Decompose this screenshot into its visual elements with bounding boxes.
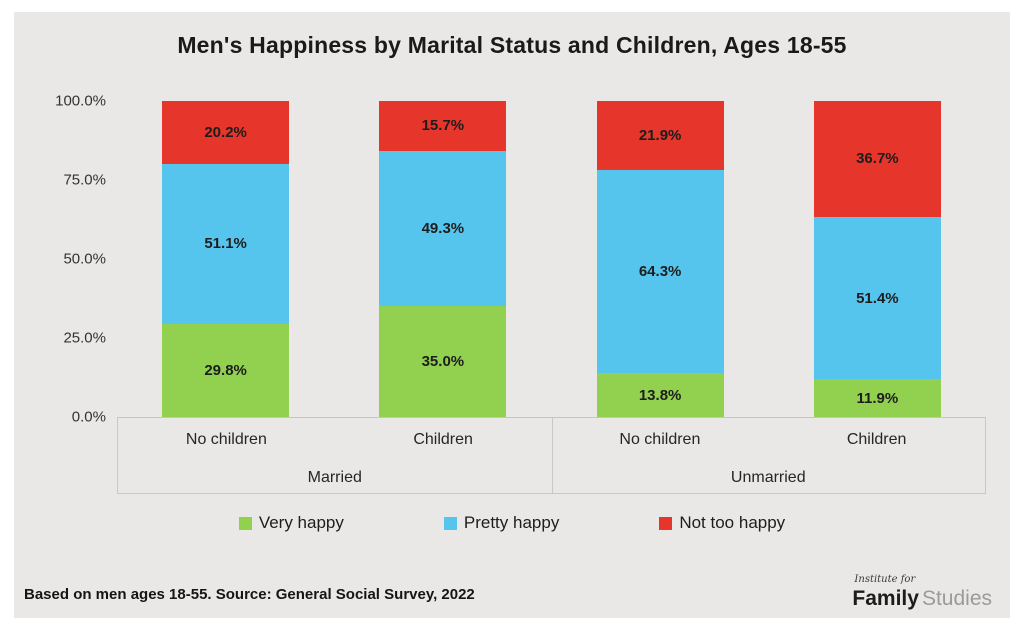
legend-label: Not too happy bbox=[679, 513, 786, 532]
legend-swatch-icon bbox=[659, 516, 673, 530]
bar-segment: 51.4% bbox=[813, 216, 941, 380]
bar-slot: 20.2% 51.1% 29.8% bbox=[117, 101, 334, 417]
y-tick-label: 75.0% bbox=[63, 171, 106, 189]
chart-panel: Men's Happiness by Marital Status and Ch… bbox=[14, 12, 1010, 618]
bar-slot: 21.9% 64.3% 13.8% bbox=[552, 101, 769, 417]
bar-segment: 21.9% bbox=[596, 101, 724, 171]
bar-segment: 29.8% bbox=[162, 323, 290, 417]
y-tick-label: 25.0% bbox=[63, 329, 106, 347]
bar-segment-label: 51.1% bbox=[204, 235, 247, 253]
bar-segment-label: 15.7% bbox=[421, 117, 465, 135]
logo-wordmark: Family Studies bbox=[852, 588, 992, 609]
y-tick-label: 0.0% bbox=[71, 408, 106, 426]
bar-segment: 35.0% bbox=[379, 306, 507, 417]
plot-area: 20.2% 51.1% 29.8% 15.7% 49.3% 35.0% 21.9% 64.3%… bbox=[117, 101, 986, 417]
bar-segment: 51.1% bbox=[162, 164, 290, 324]
legend: Very happy Pretty happy Not too happy bbox=[14, 513, 1010, 533]
logo-studies: Studies bbox=[921, 587, 992, 610]
category-label: Children bbox=[846, 431, 907, 448]
chart-title: Men's Happiness by Marital Status and Ch… bbox=[177, 32, 847, 58]
legend-label: Pretty happy bbox=[463, 513, 560, 532]
bar-segment-label: 64.3% bbox=[638, 263, 682, 281]
legend-label: Very happy bbox=[258, 513, 344, 532]
category-divider bbox=[551, 418, 553, 493]
category-axis: No children Children No children Children M… bbox=[117, 417, 986, 494]
legend-item: Very happy bbox=[238, 513, 344, 533]
legend-swatch-icon bbox=[238, 516, 252, 530]
group-label: Unmarried bbox=[730, 468, 806, 486]
bar-segment: 20.2% bbox=[162, 101, 290, 165]
bar-column: 36.7% 51.4% 11.9% bbox=[813, 101, 941, 417]
bar-column: 15.7% 49.3% 35.0% bbox=[379, 101, 507, 417]
legend-item: Not too happy bbox=[659, 513, 785, 533]
bar-segment: 36.7% bbox=[813, 101, 941, 217]
footnote: Based on men ages 18-55. Source: General… bbox=[24, 586, 475, 603]
bar-column: 20.2% 51.1% 29.8% bbox=[162, 101, 290, 417]
bar-segment-label: 13.8% bbox=[638, 386, 682, 404]
bar-segment: 49.3% bbox=[379, 150, 507, 307]
category-label: Children bbox=[413, 431, 473, 448]
bar-segment-label: 11.9% bbox=[856, 389, 899, 407]
legend-swatch-icon bbox=[443, 516, 457, 530]
bar-segment: 11.9% bbox=[813, 379, 941, 417]
bar-segment-label: 21.9% bbox=[638, 127, 682, 145]
bar-segment-label: 35.0% bbox=[421, 353, 465, 371]
bar-segment-label: 49.3% bbox=[421, 220, 465, 237]
ifs-logo: Institute for Family Studies bbox=[852, 574, 992, 610]
bar-segment: 13.8% bbox=[596, 373, 724, 417]
category-label: No children bbox=[185, 431, 267, 448]
category-label: No children bbox=[619, 431, 701, 448]
bar-segment-label: 36.7% bbox=[856, 150, 899, 168]
y-tick-label: 50.0% bbox=[63, 250, 106, 268]
category-label-row: No children Children No children Children bbox=[118, 418, 985, 462]
bar-segment-label: 20.2% bbox=[204, 124, 247, 142]
y-axis: 100.0% 75.0% 50.0% 25.0% 0.0% bbox=[14, 93, 106, 426]
group-label-row: Married Unmarried bbox=[118, 462, 985, 493]
group-label: Married bbox=[307, 468, 362, 486]
bar-slot: 36.7% 51.4% 11.9% bbox=[769, 101, 986, 417]
bar-slot: 15.7% 49.3% 35.0% bbox=[334, 101, 551, 417]
logo-institute-for: Institute for bbox=[854, 574, 916, 585]
legend-item: Pretty happy bbox=[443, 513, 560, 533]
bar-column: 21.9% 64.3% 13.8% bbox=[596, 101, 724, 417]
y-tick-label: 100.0% bbox=[55, 92, 106, 110]
bar-segment: 15.7% bbox=[379, 101, 507, 151]
bar-segment: 64.3% bbox=[596, 170, 724, 374]
bar-segment-label: 29.8% bbox=[204, 361, 247, 379]
bar-segment-label: 51.4% bbox=[856, 289, 899, 307]
logo-family: Family bbox=[852, 587, 919, 610]
